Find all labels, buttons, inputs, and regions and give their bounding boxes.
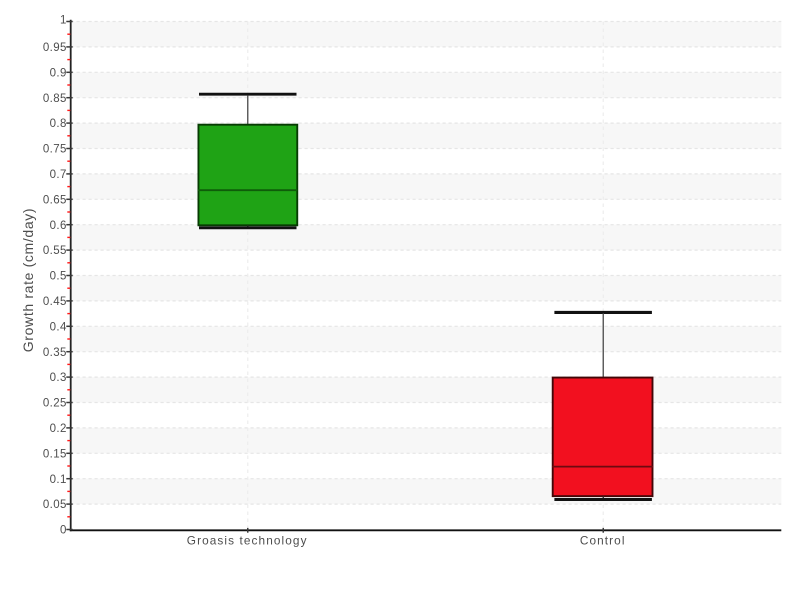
svg-text:0.35: 0.35 bbox=[43, 347, 67, 359]
svg-text:0: 0 bbox=[60, 525, 67, 537]
svg-text:0.4: 0.4 bbox=[50, 321, 67, 333]
svg-text:0.8: 0.8 bbox=[50, 118, 67, 130]
svg-text:0.1: 0.1 bbox=[50, 474, 67, 486]
svg-text:0.6: 0.6 bbox=[50, 220, 67, 232]
svg-text:0.25: 0.25 bbox=[43, 398, 67, 410]
svg-text:0.45: 0.45 bbox=[43, 296, 67, 308]
svg-text:1: 1 bbox=[60, 14, 67, 26]
svg-text:0.75: 0.75 bbox=[43, 144, 67, 156]
svg-text:0.85: 0.85 bbox=[43, 93, 67, 105]
svg-text:Growth rate (cm/day): Growth rate (cm/day) bbox=[20, 208, 36, 352]
svg-text:0.2: 0.2 bbox=[50, 423, 67, 435]
svg-text:0.05: 0.05 bbox=[43, 499, 67, 511]
svg-text:0.5: 0.5 bbox=[50, 271, 67, 283]
svg-text:0.55: 0.55 bbox=[43, 245, 67, 257]
svg-text:0.9: 0.9 bbox=[50, 67, 67, 79]
svg-text:0.3: 0.3 bbox=[50, 372, 67, 384]
svg-text:Control: Control bbox=[580, 534, 626, 548]
svg-text:Groasis technology: Groasis technology bbox=[187, 534, 308, 548]
svg-text:0.15: 0.15 bbox=[43, 448, 67, 460]
svg-text:0.7: 0.7 bbox=[50, 169, 67, 181]
svg-text:0.65: 0.65 bbox=[43, 194, 67, 206]
svg-text:0.95: 0.95 bbox=[43, 42, 67, 54]
